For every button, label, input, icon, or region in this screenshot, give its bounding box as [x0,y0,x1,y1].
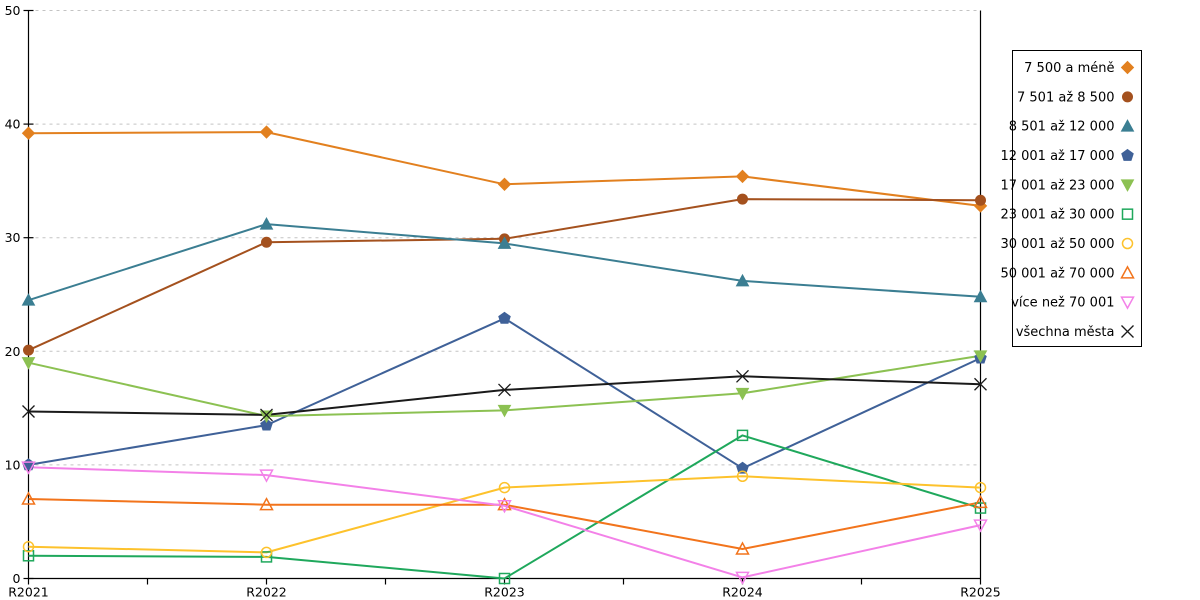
legend-triangle-down-icon [1120,296,1135,310]
data-point-marker-8 [497,500,512,514]
data-point-marker-7 [21,491,36,505]
data-point-marker-9 [736,369,749,383]
data-point-marker-6 [22,540,35,553]
legend-item[interactable]: 8 501 až 12 000 [1009,119,1135,135]
data-point-marker-5 [498,572,511,585]
data-point-marker-0 [259,125,274,139]
legend-item[interactable]: 50 001 až 70 000 [1000,265,1135,281]
data-point-marker-4 [259,410,274,424]
data-point-marker-6 [736,470,749,483]
data-point-marker-5 [736,429,749,442]
legend-item-label: 30 001 až 50 000 [1000,237,1114,252]
data-point-marker-7 [497,497,512,511]
legend-item[interactable]: 7 501 až 8 500 [1017,90,1133,105]
legend-box [1012,50,1142,347]
data-point-marker-2 [21,293,36,306]
legend-item-label: všechna města [1016,325,1115,340]
data-point-marker-1 [261,236,272,248]
data-point-marker-1 [23,344,34,356]
legend-item-label: 17 001 až 23 000 [1000,178,1114,193]
data-point-marker-9 [260,408,273,422]
data-point-marker-6 [974,481,987,494]
data-point-marker-9 [22,405,35,418]
y-tick-label: 40 [5,117,21,132]
data-point-marker-4 [21,357,36,370]
legend-square-icon [1121,208,1134,220]
series-line-1 [28,198,981,352]
data-point-marker-0 [735,169,750,184]
x-tick-label: R2021 [8,585,49,600]
data-point-marker-8 [21,461,36,475]
data-point-marker-0 [497,177,512,192]
y-tick-label: 50 [5,3,21,18]
legend-pentagon-icon [1121,148,1134,161]
data-point-marker-2 [497,236,512,249]
legend-item[interactable]: 7 500 a méně [1024,60,1135,76]
legend-item-label: 8 501 až 12 000 [1009,120,1115,135]
legend-circle-icon [1122,91,1133,103]
data-point-marker-3 [498,311,511,324]
data-point-marker-3 [736,461,749,474]
data-point-marker-4 [735,387,750,401]
y-tick-label: 20 [5,344,21,359]
series-line-3 [28,317,981,470]
data-point-marker-3 [260,418,273,431]
data-point-marker-6 [498,481,511,494]
legend-item[interactable]: 12 001 až 17 000 [1000,148,1134,164]
legend-item[interactable]: 23 001 až 30 000 [1000,208,1134,223]
data-point-marker-2 [973,289,988,303]
legend-item[interactable]: 30 001 až 50 000 [1000,237,1134,252]
data-point-marker-7 [735,541,750,555]
legend-item[interactable]: všechna města [1016,325,1134,340]
legend-item[interactable]: více než 70 001 [1011,296,1135,311]
x-tick-label: R2025 [960,585,1001,600]
y-tick-label: 10 [5,457,21,472]
series-line-0 [28,131,981,207]
data-point-marker-7 [973,494,988,509]
data-point-marker-7 [259,497,274,511]
data-point-marker-2 [259,217,274,230]
series-line-8 [28,466,981,579]
legend-item-label: 12 001 až 17 000 [1000,149,1114,164]
legend-item-label: 23 001 až 30 000 [1000,208,1114,223]
data-point-marker-5 [22,550,35,562]
legend-triangle-up-icon [1120,265,1135,279]
legend-circle-icon [1121,237,1134,250]
data-point-marker-8 [735,571,750,585]
x-tick-label: R2023 [484,585,525,600]
data-point-marker-1 [737,193,748,205]
legend-item-label: více než 70 001 [1011,296,1114,311]
data-point-marker-2 [735,273,750,287]
legend-diamond-icon [1120,60,1135,75]
x-tick-label: R2022 [246,585,287,600]
data-point-marker-5 [260,551,273,563]
x-tick-label: R2024 [722,585,763,600]
legend-item-label: 50 001 až 70 000 [1000,266,1114,281]
data-point-marker-9 [974,377,987,391]
y-tick-label: 0 [13,571,21,586]
data-point-marker-4 [497,404,512,418]
legend: 7 500 a méně 7 501 až 8 500 8 501 až 12 00… [1000,50,1142,347]
data-point-marker-1 [975,194,986,206]
legend-item-label: 7 501 až 8 500 [1017,90,1115,105]
data-point-marker-4 [973,350,988,363]
legend-triangle-down-icon [1120,179,1135,192]
series-line-5 [28,434,981,580]
data-point-marker-8 [973,519,988,533]
series-line-7 [28,498,981,550]
legend-item[interactable]: 17 001 až 23 000 [1000,178,1135,193]
legend-item-label: 7 500 a méně [1024,61,1114,76]
data-point-marker-8 [259,469,274,483]
legend-x-cross-icon [1121,325,1134,338]
data-point-marker-6 [260,546,273,559]
series-line-6 [28,475,981,554]
data-point-marker-9 [498,383,511,397]
y-tick-label: 30 [5,230,21,245]
data-point-marker-0 [21,126,36,140]
legend-triangle-up-icon [1120,119,1135,132]
